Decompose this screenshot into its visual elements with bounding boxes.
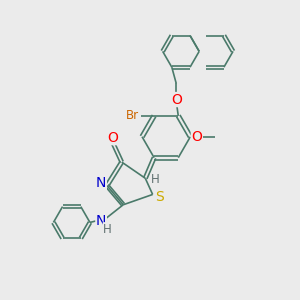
Text: H: H (103, 223, 112, 236)
Text: N: N (96, 176, 106, 190)
Text: O: O (107, 130, 118, 145)
Text: O: O (171, 93, 182, 106)
Text: S: S (155, 190, 164, 204)
Text: H: H (151, 173, 160, 186)
Text: Br: Br (126, 109, 140, 122)
Text: O: O (191, 130, 202, 144)
Text: N: N (96, 214, 106, 228)
